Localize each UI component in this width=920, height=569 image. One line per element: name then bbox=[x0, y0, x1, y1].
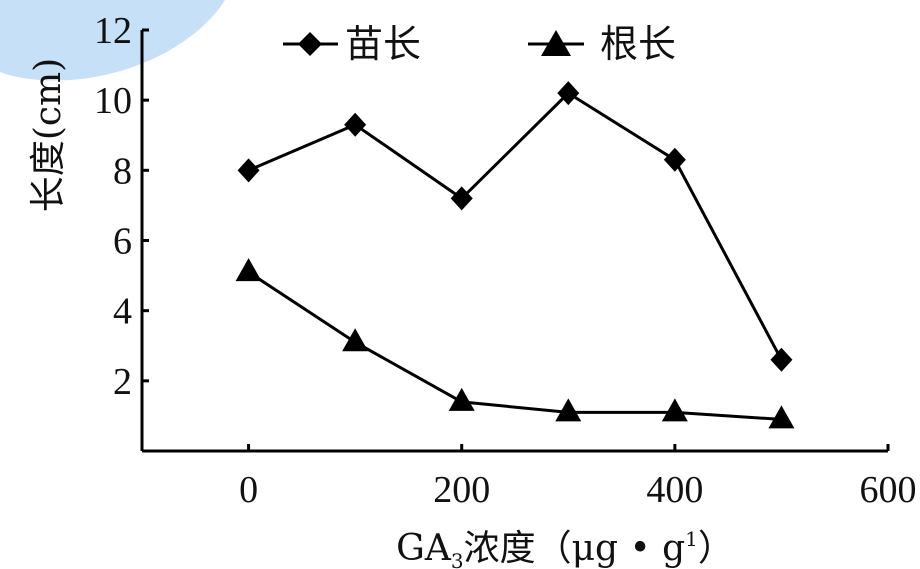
y-tick-label: 6 bbox=[113, 221, 132, 263]
series-line bbox=[247, 91, 783, 361]
legend-label-seedling: 苗长 bbox=[345, 22, 421, 66]
x-axis-title-end: ） bbox=[698, 528, 734, 569]
data-point-triangle bbox=[768, 405, 795, 429]
axes bbox=[140, 28, 890, 453]
series-layer bbox=[235, 81, 795, 429]
x-axis-title: GA3浓度（μg • g1） bbox=[396, 527, 734, 569]
x-tick-label: 400 bbox=[646, 469, 703, 511]
series-line bbox=[247, 270, 782, 421]
x-axis-title-superscript: 1 bbox=[685, 527, 698, 551]
x-axis-title-rest: 浓度（μg • g bbox=[464, 528, 686, 569]
x-axis-title-main: GA bbox=[396, 528, 452, 569]
data-point-diamond bbox=[344, 112, 367, 137]
y-tick-label: 2 bbox=[113, 361, 132, 403]
y-tick-label: 10 bbox=[94, 80, 132, 122]
data-point-diamond bbox=[663, 147, 686, 172]
data-point-triangle bbox=[342, 328, 369, 352]
legend-triangle-marker bbox=[541, 30, 571, 56]
x-tick-label: 0 bbox=[239, 469, 258, 511]
data-point-diamond bbox=[450, 186, 473, 211]
data-point-triangle bbox=[661, 398, 688, 422]
series-root-length bbox=[235, 258, 795, 429]
legend-label-root: 根长 bbox=[600, 22, 676, 66]
data-point-diamond bbox=[557, 81, 580, 106]
data-point-triangle bbox=[448, 387, 475, 411]
y-tick-label: 4 bbox=[113, 291, 132, 333]
legend-item-root: 根长 bbox=[528, 22, 676, 66]
watermark-blob bbox=[0, 0, 225, 81]
x-tick-label: 200 bbox=[433, 469, 490, 511]
series-seedling-length bbox=[237, 81, 793, 372]
x-tick-label: 600 bbox=[860, 469, 917, 511]
legend-item-seedling: 苗长 bbox=[283, 22, 421, 66]
legend-diamond-marker bbox=[298, 32, 322, 56]
data-point-triangle bbox=[555, 398, 582, 422]
y-tick-label: 8 bbox=[113, 150, 132, 192]
tick-labels: 0 200 400 600 2 4 6 8 10 12 bbox=[94, 10, 917, 511]
y-axis-title: 长度(cm) bbox=[28, 58, 69, 212]
x-axis-title-subscript: 3 bbox=[451, 549, 464, 569]
watermark-shape bbox=[0, 0, 225, 81]
data-point-diamond bbox=[770, 347, 793, 372]
y-tick-label: 12 bbox=[94, 10, 132, 52]
data-point-triangle bbox=[235, 258, 262, 282]
data-point-diamond bbox=[237, 158, 260, 183]
legend: 苗长 根长 bbox=[283, 22, 676, 66]
